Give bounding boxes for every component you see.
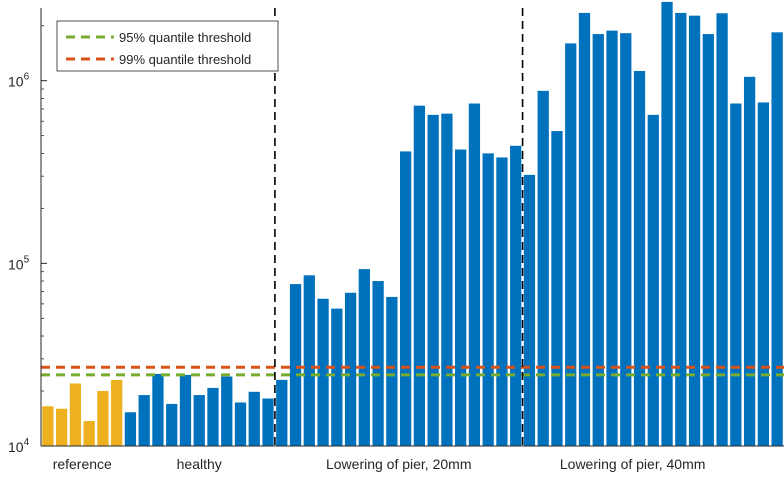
x-group-labels: reference healthy Lowering of pier, 20mm Lo… bbox=[53, 456, 706, 472]
bar bbox=[289, 284, 302, 446]
bar bbox=[565, 43, 577, 447]
reference-bar bbox=[42, 406, 54, 446]
group-dividers bbox=[274, 8, 524, 446]
bar bbox=[413, 105, 426, 447]
bar bbox=[455, 149, 467, 446]
bar bbox=[468, 103, 481, 446]
bar bbox=[221, 376, 233, 446]
group-label: healthy bbox=[177, 456, 222, 472]
legend-label: 99% quantile threshold bbox=[119, 52, 251, 67]
bar bbox=[234, 402, 247, 446]
bar bbox=[743, 76, 756, 446]
legend: 95% quantile threshold 99% quantile thres… bbox=[56, 20, 279, 72]
bar bbox=[537, 90, 549, 446]
bar bbox=[166, 403, 178, 446]
bar bbox=[399, 151, 412, 446]
bar bbox=[372, 281, 384, 446]
bar bbox=[771, 32, 783, 446]
bar bbox=[551, 131, 563, 447]
group-label: reference bbox=[53, 456, 112, 472]
y-tick-label: 106 bbox=[8, 72, 30, 90]
bar bbox=[207, 387, 219, 446]
bar bbox=[262, 398, 274, 446]
bar bbox=[510, 145, 522, 446]
bar bbox=[482, 153, 494, 446]
group-label: Lowering of pier, 20mm bbox=[326, 456, 472, 472]
group-label: Lowering of pier, 40mm bbox=[560, 456, 706, 472]
bar bbox=[386, 296, 398, 446]
bar bbox=[647, 114, 659, 447]
bar bbox=[248, 391, 260, 446]
bar bbox=[757, 102, 769, 447]
threshold-lines bbox=[41, 365, 784, 377]
legend-label: 95% quantile threshold bbox=[119, 30, 251, 45]
bar bbox=[152, 373, 164, 446]
bar bbox=[730, 103, 742, 446]
bar bbox=[193, 395, 205, 446]
reference-bar bbox=[83, 421, 95, 446]
bar bbox=[592, 34, 604, 447]
legend-box bbox=[56, 20, 279, 72]
bar bbox=[675, 12, 687, 446]
bar bbox=[702, 34, 714, 447]
bar bbox=[523, 174, 536, 446]
bar bbox=[633, 70, 646, 447]
y-tick-label: 104 bbox=[8, 437, 30, 455]
bar bbox=[441, 113, 453, 447]
bar bbox=[620, 33, 632, 447]
reference-bar bbox=[69, 383, 82, 446]
bar bbox=[661, 1, 673, 446]
bar bbox=[358, 269, 370, 446]
bar bbox=[317, 298, 329, 446]
bar bbox=[138, 395, 150, 446]
bar bbox=[496, 157, 508, 446]
reference-bar bbox=[97, 391, 109, 446]
bar bbox=[606, 30, 618, 447]
bar bbox=[179, 374, 192, 446]
bar bbox=[716, 13, 728, 446]
bar bbox=[331, 308, 343, 446]
bar bbox=[303, 275, 315, 446]
reference-bar bbox=[56, 408, 68, 446]
bar bbox=[427, 114, 439, 447]
bar-series bbox=[42, 1, 783, 447]
bar bbox=[578, 12, 591, 446]
reference-bar bbox=[111, 379, 123, 446]
bar bbox=[688, 15, 701, 446]
bar bbox=[276, 379, 288, 446]
y-tick-label: 105 bbox=[8, 254, 30, 272]
bar bbox=[344, 292, 357, 446]
bar bbox=[124, 412, 137, 446]
